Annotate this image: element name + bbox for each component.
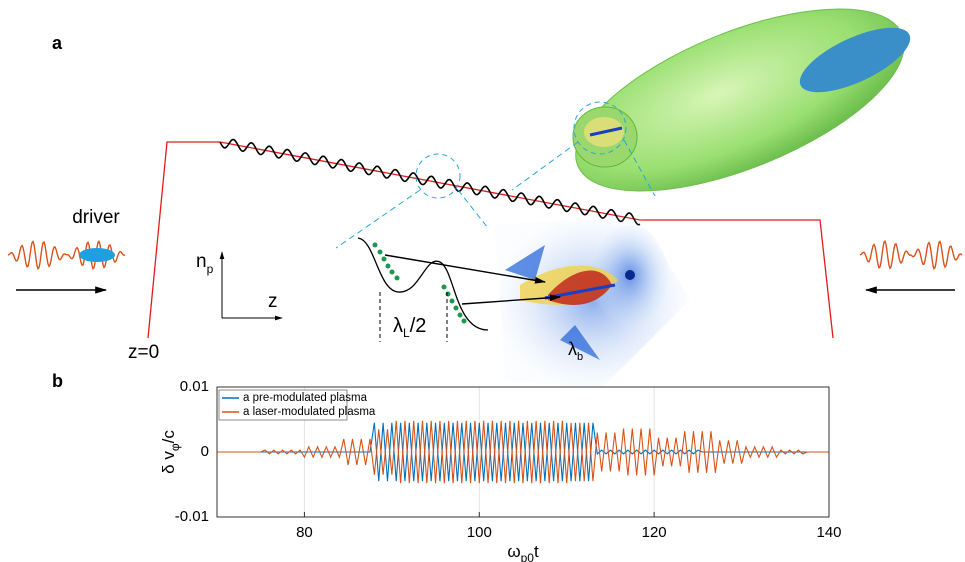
- y-tick-label: 0: [201, 443, 209, 460]
- axis-z: z: [268, 291, 278, 312]
- legend-label: a pre-modulated plasma: [243, 392, 368, 404]
- panel-label: a: [52, 33, 63, 53]
- zoom-circle: [415, 153, 461, 199]
- lambda-b-sub: b: [577, 351, 583, 363]
- zoom-line: [457, 189, 489, 229]
- x-label-tail: t: [534, 542, 539, 561]
- z0-label: z=0: [128, 342, 159, 363]
- lambda-L-sub: L: [403, 326, 410, 340]
- y-label-tail: /c: [159, 430, 178, 444]
- laser-pulse: [859, 239, 963, 271]
- lambda-b-text: λ: [568, 339, 577, 359]
- legend-box: [218, 389, 348, 421]
- legend-label: a laser-modulated plasma: [243, 406, 376, 418]
- x-tick-label: 140: [816, 524, 841, 541]
- pointer-arrow: [461, 294, 562, 305]
- y-label-text: δ v: [159, 451, 178, 474]
- electron-dots: [372, 242, 467, 324]
- axis-n-sub: p: [207, 262, 214, 276]
- driver-label: driver: [72, 207, 120, 228]
- driver-beam: [79, 248, 115, 262]
- x-label: ωp0t: [507, 542, 539, 562]
- zoom-line: [335, 189, 421, 249]
- axis-n: np: [196, 251, 214, 276]
- panel-label: b: [52, 371, 63, 391]
- x-tick-label: 80: [296, 524, 313, 541]
- pointer-arrow: [384, 254, 547, 284]
- x-label-text: ω: [507, 542, 520, 561]
- series-line: [217, 422, 829, 482]
- wakefield-3d: [495, 215, 690, 390]
- density-profile: [147, 141, 834, 339]
- series-line: [217, 420, 829, 484]
- y-label: δ vφ/c: [159, 430, 182, 474]
- laser-pulse: [7, 240, 126, 271]
- x-tick-label: 100: [467, 524, 492, 541]
- lambda-L: λL/2: [393, 315, 426, 340]
- x-label-sub: p0: [521, 551, 535, 562]
- lambda-b: λb: [568, 339, 583, 363]
- wave-profile: [219, 138, 641, 226]
- zoom-profile: [357, 237, 489, 331]
- axes-box: [216, 386, 830, 518]
- y-label-sub: φ: [168, 443, 182, 451]
- plasma-bubble: [511, 8, 911, 197]
- lambda-L-text: λ: [393, 315, 403, 337]
- axis-n-text: n: [196, 251, 207, 272]
- plot: 80 100 120 140 -0.01 0 0.01 a pre-modulated pla…: [159, 378, 841, 562]
- y-tick-label: 0.01: [180, 378, 209, 395]
- lambda-L-tail: /2: [410, 315, 427, 337]
- x-tick-label: 120: [642, 524, 667, 541]
- y-tick-label: -0.01: [175, 508, 209, 525]
